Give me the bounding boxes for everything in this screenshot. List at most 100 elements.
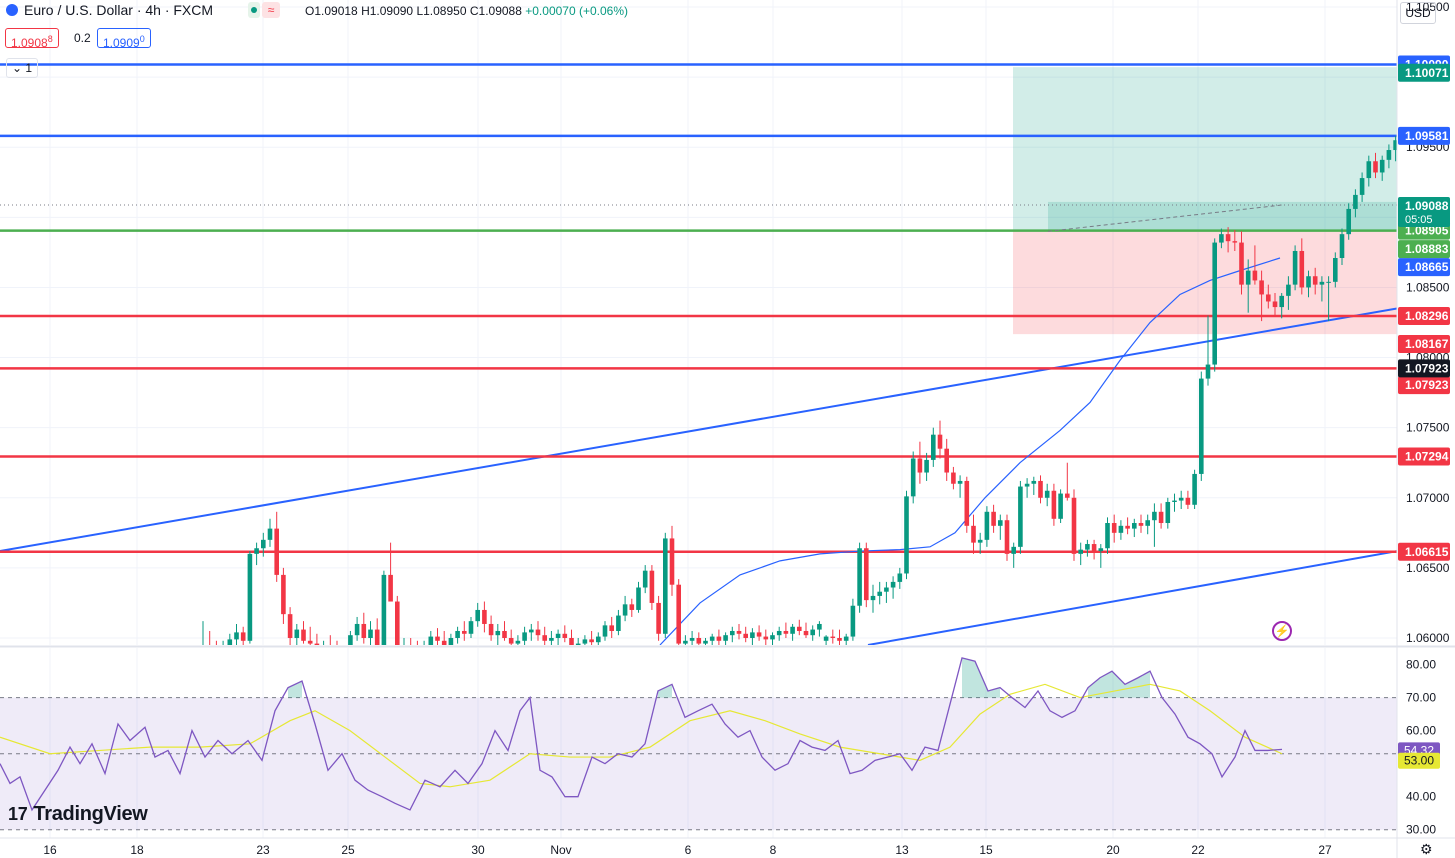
- candle-body: [1038, 480, 1043, 498]
- sell-button[interactable]: 1.09088: [5, 28, 59, 50]
- price-tick-label: 1.06000: [1406, 631, 1450, 645]
- candle-body: [803, 630, 809, 636]
- wave-icon: ≈: [262, 2, 280, 18]
- ohlc-change: +0.00070 (+0.06%): [525, 4, 628, 18]
- candle-body: [830, 636, 836, 638]
- candle-body: [1172, 500, 1177, 502]
- level-price-label: 1.08296: [1405, 309, 1449, 323]
- symbol-title: Euro / U.S. Dollar · 4h · FXCM: [24, 2, 214, 18]
- globe-icon: [6, 4, 18, 16]
- candle-body: [240, 632, 246, 641]
- price-tick-label: 1.06500: [1406, 561, 1450, 575]
- sell-price: 1.0908: [11, 36, 48, 50]
- candle-body: [482, 609, 487, 624]
- rsi-band: [0, 697, 1397, 830]
- candle-body: [971, 525, 976, 543]
- candle-body: [977, 539, 983, 543]
- rsi-tick-label: 40.00: [1406, 790, 1436, 804]
- candle-body: [703, 640, 708, 644]
- candle-body: [314, 643, 320, 645]
- tv-logo-text: TradingView: [33, 803, 148, 825]
- candle-body: [267, 528, 273, 540]
- candle-body: [535, 629, 541, 636]
- extra-price-label: 1.10071: [1405, 66, 1449, 80]
- candle-body: [341, 655, 346, 661]
- ohlc-low: L1.08950: [416, 4, 467, 18]
- candle-body: [475, 609, 480, 622]
- tradingview-logo[interactable]: 17 TradingView: [8, 803, 148, 826]
- candle-body: [589, 639, 594, 643]
- candle-body: [890, 581, 896, 588]
- candle-body: [1024, 483, 1030, 487]
- time-tick-label: 30: [471, 843, 485, 857]
- candle-body: [455, 630, 460, 638]
- candle-body: [1118, 525, 1124, 533]
- rsi-overbought-fill: [288, 681, 302, 698]
- candle-body: [1239, 242, 1244, 285]
- candle-body: [1091, 544, 1097, 552]
- candle-body: [468, 621, 474, 634]
- candle-body: [770, 635, 775, 640]
- price-tick-label: 1.07500: [1406, 421, 1450, 435]
- candle-body: [636, 587, 641, 610]
- indicators-count: 1: [25, 61, 33, 75]
- price-tick-label: 1.10500: [1406, 0, 1450, 14]
- rsi-overbought-fill: [658, 684, 672, 698]
- candle-body: [562, 633, 568, 638]
- candle-body: [642, 570, 648, 588]
- indicators-toggle[interactable]: ⌄ 1: [6, 58, 38, 78]
- candle-body: [428, 636, 434, 645]
- candle-body: [1312, 276, 1318, 285]
- extra-price-label: 1.07923: [1405, 361, 1449, 375]
- candle-body: [864, 548, 869, 601]
- candle-body: [1031, 480, 1037, 484]
- candle-body: [1252, 270, 1258, 281]
- level-price-label-bg: [1398, 447, 1450, 466]
- candle-body: [1212, 242, 1217, 365]
- candle-body: [897, 573, 903, 582]
- candle-body: [388, 574, 393, 602]
- candle-body: [1158, 511, 1164, 524]
- candle-body: [991, 511, 996, 526]
- time-tick-label: 6: [685, 843, 692, 857]
- buy-button[interactable]: 1.09090: [97, 28, 151, 50]
- extra-price-label-bg: [1398, 334, 1450, 353]
- candle-body: [1413, 150, 1418, 182]
- gear-icon[interactable]: ⚙: [1420, 841, 1433, 857]
- chevron-down-icon: ⌄: [11, 61, 23, 75]
- rsi-plot: [0, 657, 1397, 831]
- bolt-icon[interactable]: ⚡: [1272, 621, 1292, 641]
- candle-body: [462, 630, 467, 634]
- candle-body: [1219, 234, 1224, 243]
- rsi-tick-label: 30.00: [1406, 823, 1436, 837]
- ohlc-open: O1.09018: [305, 4, 358, 18]
- candle-body: [1272, 301, 1278, 308]
- symbol-header[interactable]: Euro / U.S. Dollar · 4h · FXCM: [6, 2, 213, 18]
- candle-body: [663, 538, 668, 634]
- candle-body: [763, 636, 769, 640]
- candle-body: [1051, 490, 1057, 519]
- candle-body: [1259, 280, 1264, 295]
- candle-body: [354, 623, 360, 636]
- candles: [201, 136, 1418, 673]
- candle-body: [294, 629, 300, 638]
- candle-body: [1165, 501, 1171, 524]
- level-price-label-bg: [1398, 307, 1450, 326]
- candle-body: [964, 480, 970, 526]
- time-tick-label: 25: [341, 843, 355, 857]
- candle-body: [1326, 281, 1331, 283]
- candle-body: [817, 623, 822, 630]
- candle-body: [1132, 523, 1137, 529]
- candle-body: [1339, 234, 1345, 258]
- buy-price-sup: 0: [139, 34, 145, 44]
- buy-price: 1.0909: [103, 36, 140, 50]
- candle-body: [214, 656, 219, 673]
- candle-body: [910, 458, 916, 497]
- candle-body: [201, 652, 206, 662]
- currency-selector[interactable]: USD: [1400, 2, 1436, 24]
- candle-body: [709, 636, 715, 641]
- candle-body: [629, 604, 635, 610]
- time-tick-label: 13: [895, 843, 909, 857]
- price-tick-label: 1.07000: [1406, 491, 1450, 505]
